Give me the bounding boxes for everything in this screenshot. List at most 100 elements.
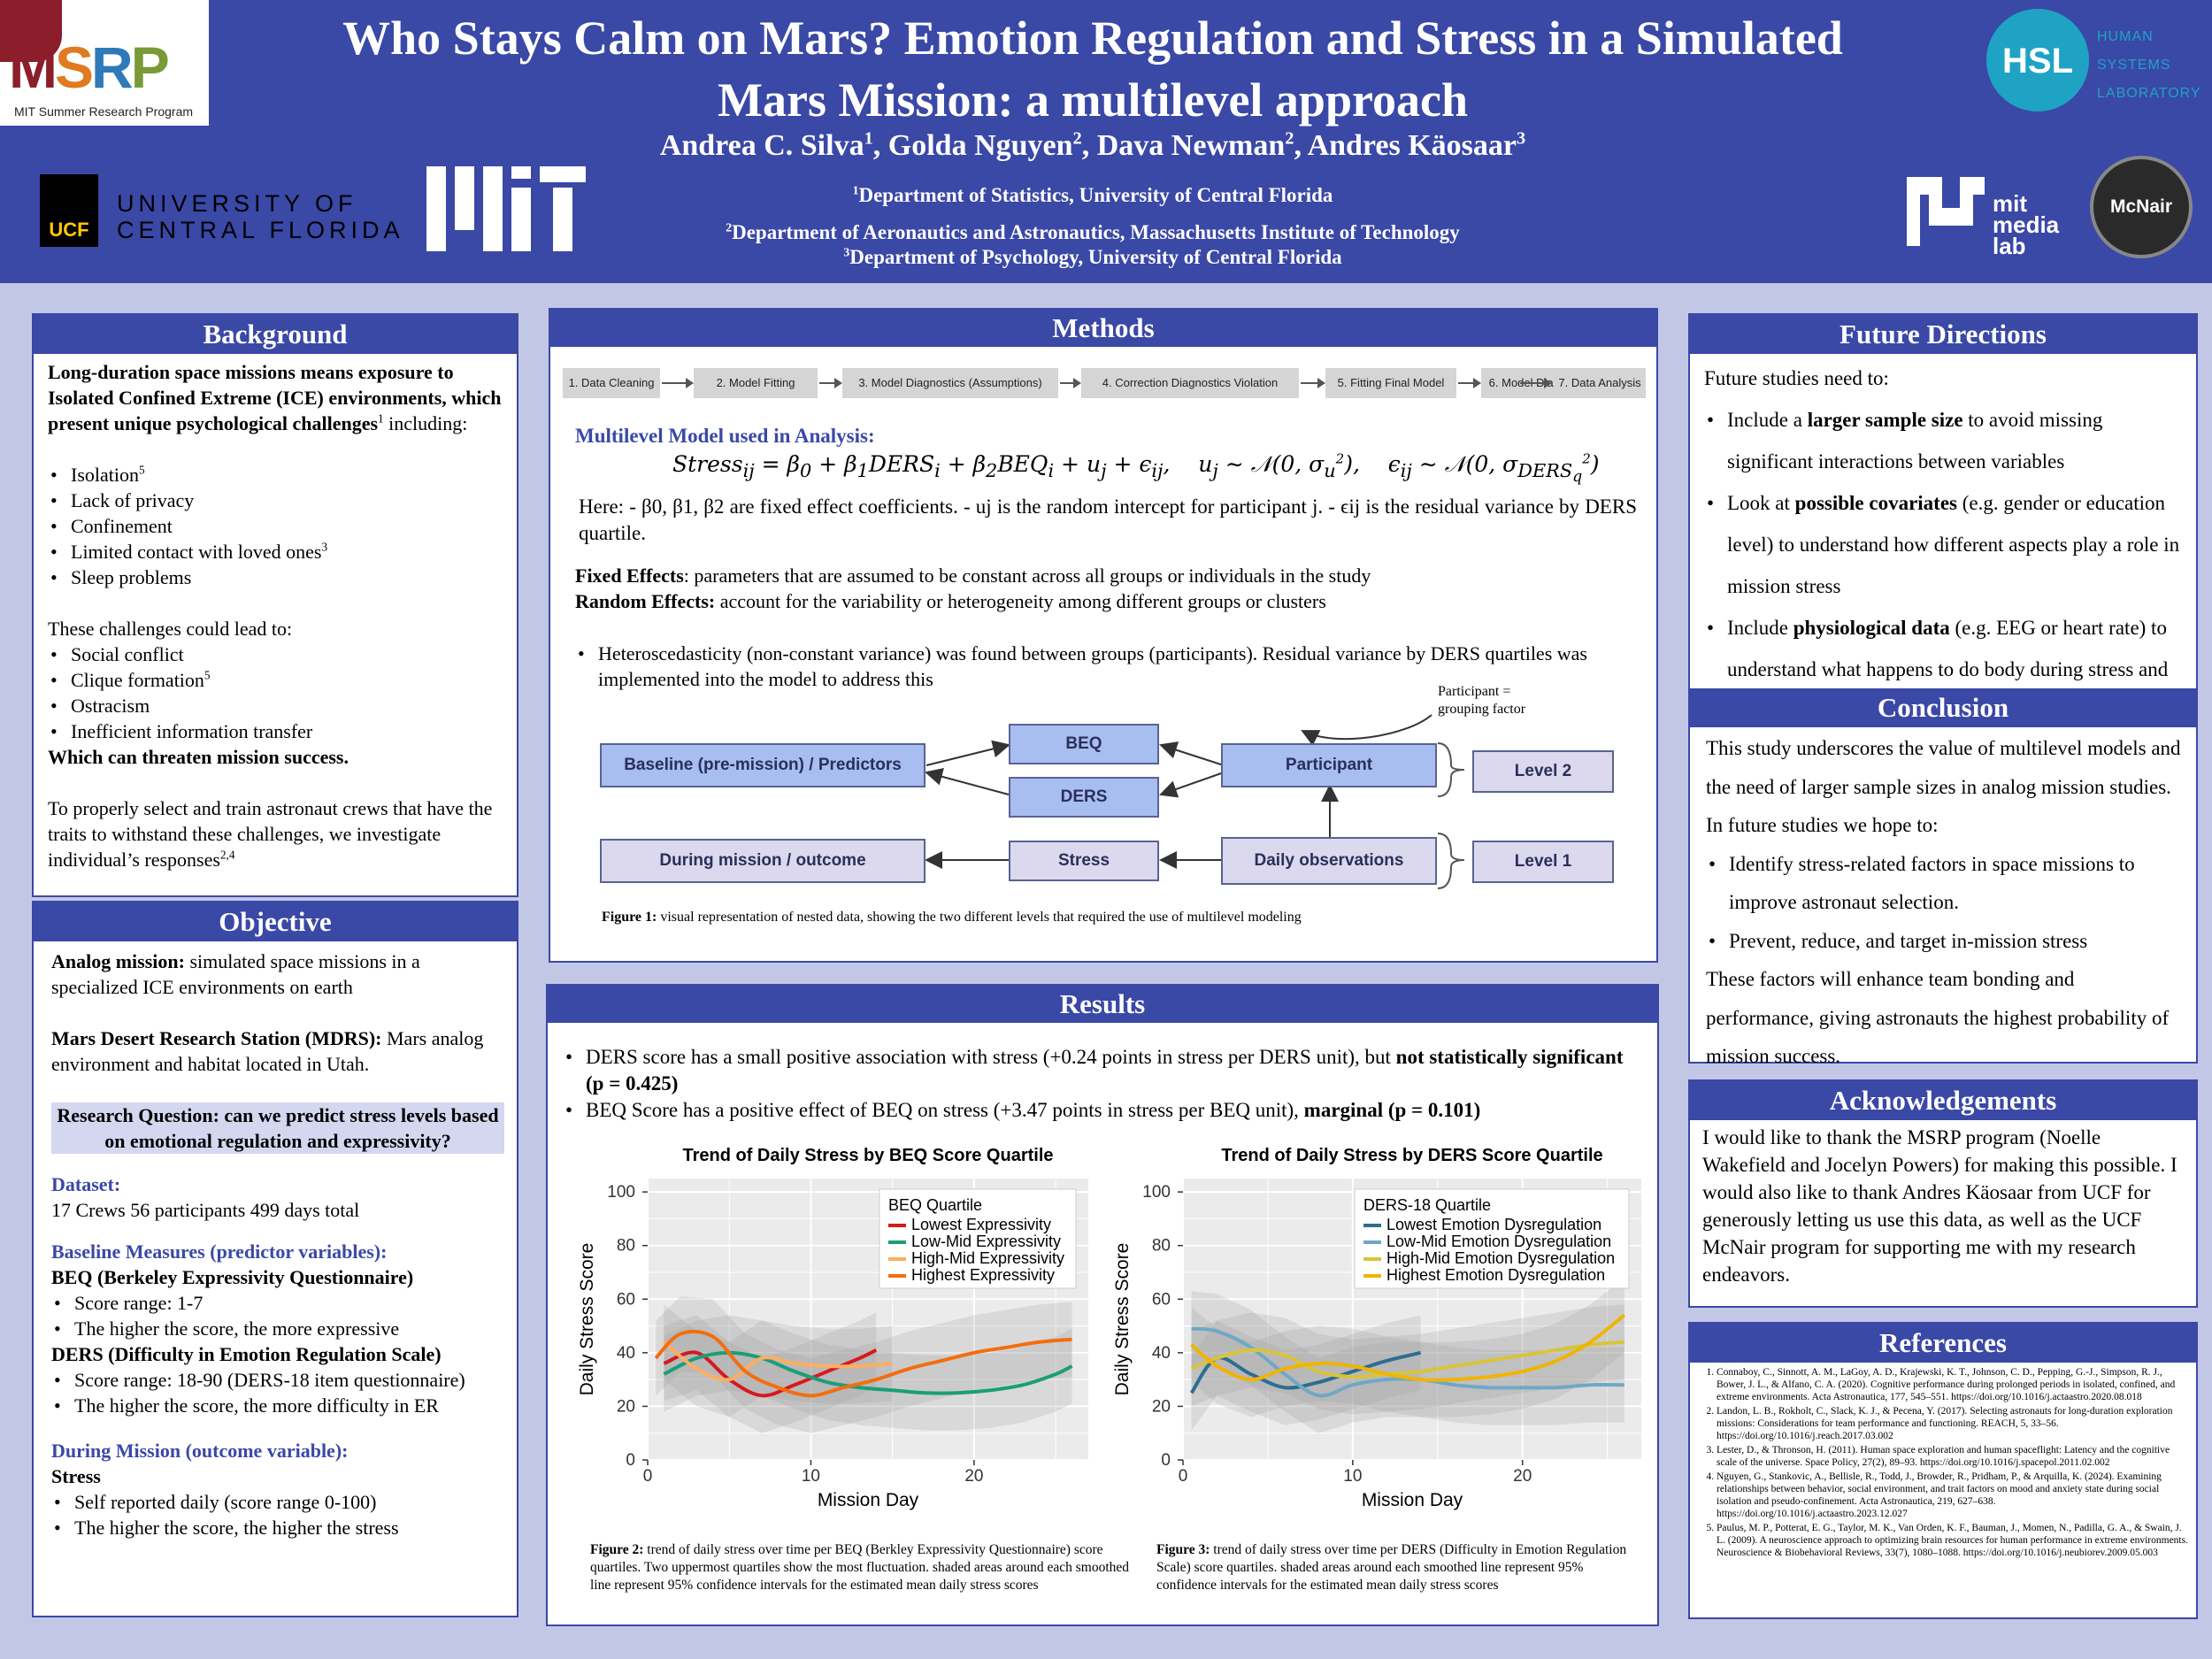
x-tick-label: 10	[802, 1467, 820, 1486]
future-intro: Future studies need to:	[1704, 367, 1889, 389]
threat-text: Which can threaten mission success.	[48, 746, 349, 768]
dataset-text: 17 Crews 56 participants 499 days total	[51, 1199, 360, 1221]
x-tick-label: 20	[964, 1467, 983, 1486]
list-item: Isolation5	[48, 462, 504, 488]
y-axis-label: Daily Stress Score	[577, 1243, 597, 1396]
baseline-label: Baseline Measures (predictor variables):	[51, 1240, 388, 1263]
puzzle-icon	[0, 0, 62, 62]
pipeline-step: 1. Data Cleaning	[563, 368, 660, 398]
list-item: DERS score has a small positive associat…	[563, 1044, 1624, 1097]
acknowledgements-panel: Acknowledgements I would like to thank t…	[1688, 1079, 2198, 1308]
y-tick-label: 40	[1152, 1344, 1171, 1363]
lead-to-text: These challenges could lead to:	[48, 618, 293, 640]
beq-title: BEQ (Berkeley Expressivity Questionnaire…	[51, 1266, 414, 1288]
ders-box: DERS	[1009, 777, 1159, 818]
svg-text:HSL: HSL	[2002, 42, 2073, 81]
series-line	[654, 1329, 1072, 1398]
model-equation: Stressij = β0 + β1DERSi + β2BEQi + uj + …	[672, 450, 1600, 487]
legend-label: Highest Expressivity	[911, 1266, 1055, 1284]
legend-title: BEQ Quartile	[888, 1196, 982, 1214]
list-item: Heteroscedasticity (non-constant varianc…	[575, 641, 1593, 692]
beq-stress-chart: Trend of Daily Stress by BEQ Score Quart…	[577, 1146, 1088, 1510]
list-item: Ostracism	[48, 693, 504, 718]
series-line	[663, 1350, 1073, 1395]
model-explanation: Here: - β0, β1, β2 are fixed effect coef…	[579, 495, 1637, 544]
list-item: Lack of privacy	[48, 488, 504, 513]
challenge-list: Isolation5 Lack of privacy Confinement L…	[48, 462, 504, 590]
beq-box: BEQ	[1009, 724, 1159, 764]
ucf-pegasus-icon: UCF	[40, 174, 98, 247]
mcnair-seal: McNair	[2090, 156, 2193, 258]
legend-label: Low-Mid Emotion Dysregulation	[1386, 1233, 1611, 1250]
legend-label: Lowest Expressivity	[911, 1216, 1051, 1233]
y-tick-label: 0	[1161, 1451, 1171, 1470]
ucf-wordmark: UNIVERSITY OF CENTRAL FLORIDA	[117, 190, 404, 243]
section-heading: Acknowledgements	[1690, 1081, 2196, 1120]
conclusion-closing: These factors will enhance team bonding …	[1706, 968, 2170, 1067]
list-item: Score range: 18-90 (DERS-18 item questio…	[51, 1367, 504, 1393]
series-line	[663, 1348, 878, 1398]
list-item: The higher the score, the more expressiv…	[51, 1316, 504, 1341]
list-item: Connaboy, C., Sinnott, A. M., LaGoy, A. …	[1717, 1366, 2189, 1403]
confidence-band	[1191, 1278, 1624, 1417]
closing-text: To properly select and train astronaut c…	[48, 797, 493, 871]
level2-box: Level 2	[1472, 750, 1614, 793]
poster-title: Who Stays Calm on Mars? Emotion Regulati…	[342, 12, 1843, 127]
objective-panel: Objective Analog mission: simulated spac…	[32, 901, 518, 1617]
section-heading: Methods	[550, 310, 1656, 347]
grouping-note: Participant = grouping factor	[1438, 684, 1526, 717]
beq-list: Score range: 1-7 The higher the score, t…	[51, 1290, 504, 1341]
affiliation-1: 1Department of Statistics, University of…	[852, 183, 1333, 206]
analog-definition: Analog mission: simulated space missions…	[51, 950, 420, 998]
y-tick-label: 60	[1152, 1290, 1171, 1309]
section-heading: Results	[548, 986, 1657, 1023]
confidence-band	[1191, 1291, 1624, 1433]
list-item: Paulus, M. P., Potterat, E. G., Taylor, …	[1717, 1522, 2189, 1559]
list-item: Sleep problems	[48, 565, 504, 590]
model-label: Multilevel Model used in Analysis:	[575, 425, 875, 447]
series-line	[1190, 1313, 1626, 1382]
list-item: Look at possible covariates (e.g. gender…	[1704, 482, 2184, 607]
nested-data-diagram: Baseline (pre-mission) / Predictors BEQ …	[575, 681, 1637, 911]
reference-list: Connaboy, C., Sinnott, A. M., LaGoy, A. …	[1690, 1366, 2189, 1559]
legend-label: Lowest Emotion Dysregulation	[1386, 1216, 1601, 1233]
section-heading: References	[1690, 1324, 2196, 1363]
legend-label: Low-Mid Expressivity	[911, 1233, 1061, 1250]
x-axis-label: Mission Day	[1362, 1490, 1463, 1510]
list-item: Confinement	[48, 513, 504, 539]
ders-stress-chart: Trend of Daily Stress by DERS Score Quar…	[1112, 1146, 1641, 1510]
chart-title: Trend of Daily Stress by DERS Score Quar…	[1221, 1146, 1602, 1165]
media-lab-logo-icon	[1907, 177, 1985, 246]
figure1-caption: Figure 1: visual representation of neste…	[602, 910, 1302, 925]
list-item: The higher the score, the more difficult…	[51, 1393, 504, 1418]
heteroscedasticity-note: Heteroscedasticity (non-constant varianc…	[575, 641, 1593, 692]
mdrs-definition: Mars Desert Research Station (MDRS): Mar…	[51, 1027, 484, 1075]
author-list: Andrea C. Silva1, Golda Nguyen2, Dava Ne…	[659, 128, 1526, 162]
list-item: Identify stress-related factors in space…	[1706, 845, 2185, 922]
pipeline-step: 2. Model Fitting	[694, 368, 818, 398]
ders-list: Score range: 18-90 (DERS-18 item questio…	[51, 1367, 504, 1418]
list-item: Social conflict	[48, 641, 504, 667]
acknowledgements-text: I would like to thank the MSRP program (…	[1702, 1126, 2177, 1286]
dataset-label: Dataset:	[51, 1173, 121, 1195]
figure3-caption: Figure 3: trend of daily stress over tim…	[1156, 1542, 1627, 1593]
x-tick-label: 10	[1343, 1467, 1362, 1486]
diagram-connectors	[925, 714, 1465, 889]
list-item: The higher the score, the higher the str…	[51, 1515, 504, 1540]
stress-title: Stress	[51, 1465, 101, 1487]
legend-label: High-Mid Expressivity	[911, 1249, 1064, 1267]
y-tick-label: 40	[617, 1344, 635, 1363]
arrow-right-icon	[1458, 378, 1481, 388]
msrp-subtitle: MIT Summer Research Program	[14, 104, 194, 119]
effects-definitions: Fixed Effects: parameters that are assum…	[575, 565, 1371, 612]
participant-box: Participant	[1221, 743, 1437, 787]
confidence-band	[664, 1312, 877, 1433]
x-tick-label: 0	[1179, 1467, 1188, 1486]
stress-list: Self reported daily (score range 0-100) …	[51, 1489, 504, 1540]
background-panel: Background Long-duration space missions …	[32, 313, 518, 897]
during-label: During Mission (outcome variable):	[51, 1440, 349, 1462]
ders-title: DERS (Difficulty in Emotion Regulation S…	[51, 1343, 442, 1365]
arrow-right-icon	[1301, 378, 1325, 388]
results-list: DERS score has a small positive associat…	[563, 1044, 1624, 1124]
arrow-right-icon	[819, 378, 842, 388]
